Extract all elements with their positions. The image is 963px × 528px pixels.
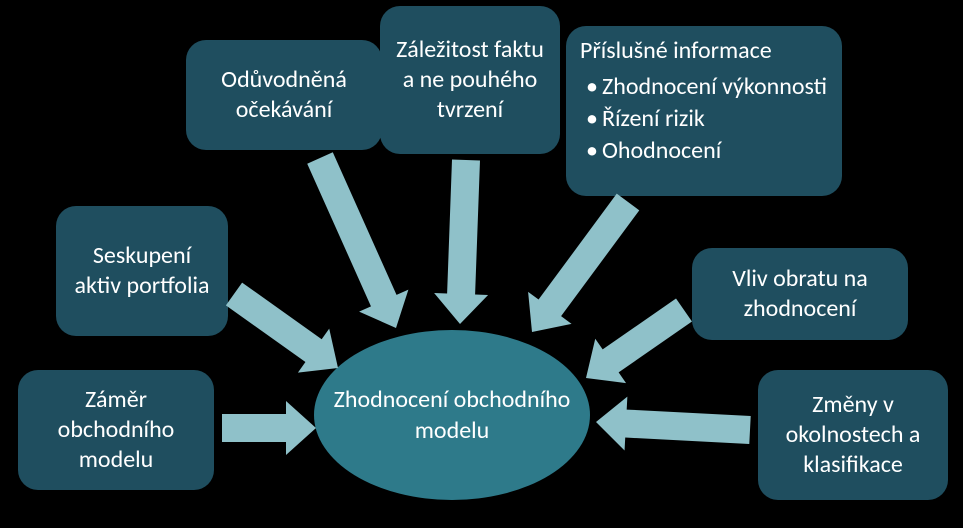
arrow-zmeny — [595, 395, 752, 457]
arrow-zamer — [222, 401, 316, 455]
arrow-zalezitost — [433, 159, 493, 325]
arrow-seskupeni — [218, 272, 353, 390]
diagram-stage: { "type": "infographic", "background_col… — [0, 0, 963, 528]
arrow-prislusne — [510, 186, 649, 348]
arrow-vliv — [571, 288, 700, 400]
arrows-layer — [0, 0, 963, 528]
arrow-oduvodnena — [295, 147, 420, 339]
